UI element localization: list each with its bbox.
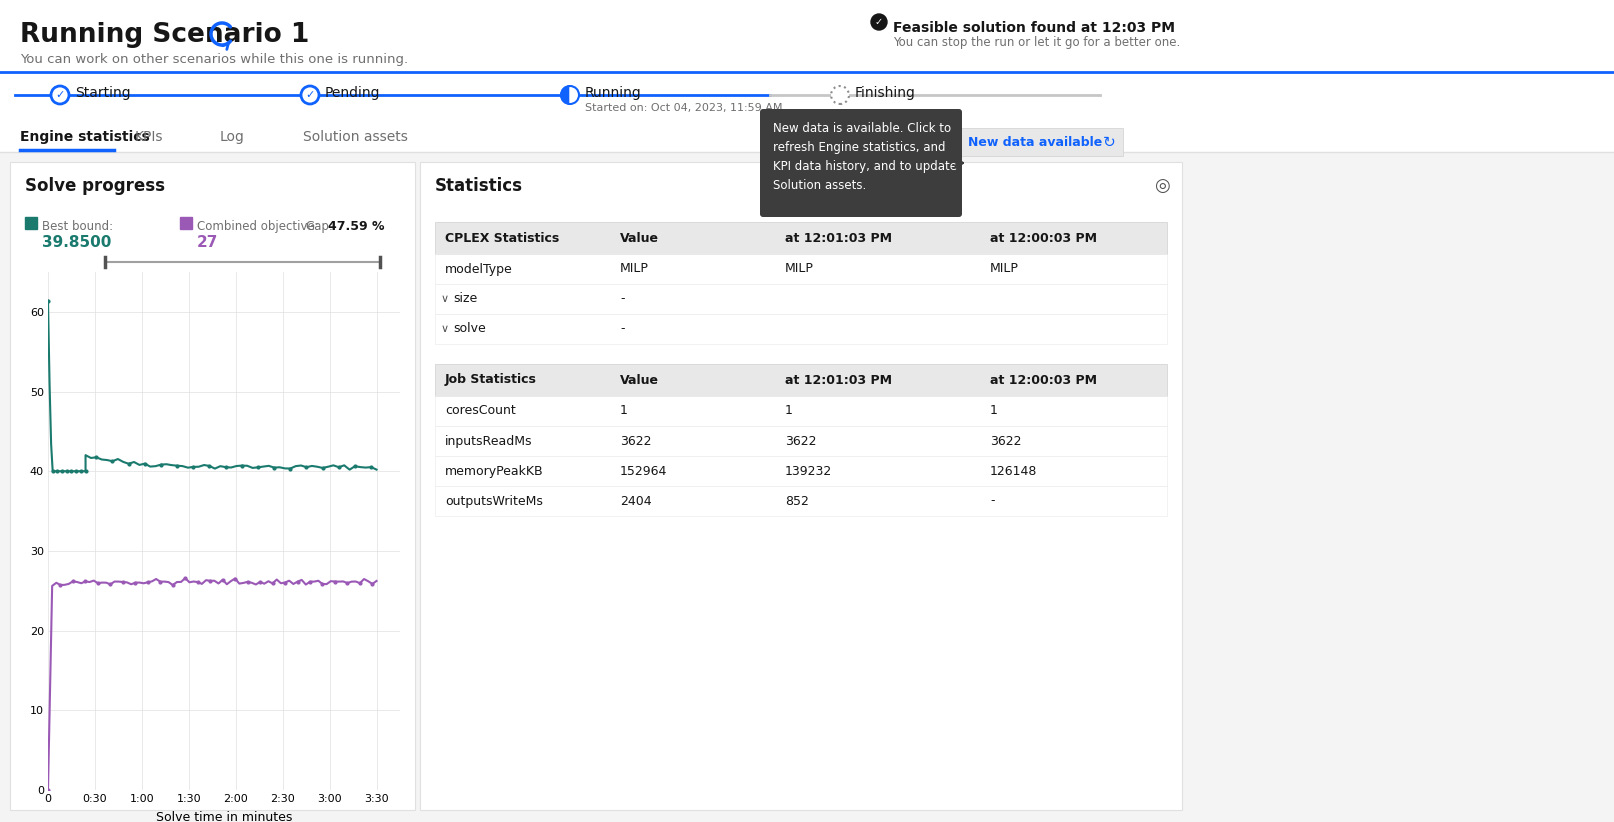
Text: ✓: ✓ [305,90,315,100]
Text: KPIs: KPIs [136,130,163,144]
Text: 27: 27 [197,235,218,250]
Text: 39.8500: 39.8500 [42,235,111,250]
Text: Feasible solution found at 12:03 PM: Feasible solution found at 12:03 PM [893,21,1175,35]
Text: Statistics: Statistics [434,177,523,195]
Text: modelType: modelType [445,262,512,275]
Text: Gap:: Gap: [305,220,332,233]
Text: -: - [620,293,625,306]
Bar [434,396,1167,426]
Text: New data is available. Click to
refresh Engine statistics, and
KPI data history,: New data is available. Click to refresh … [773,122,957,192]
Bar [434,426,1167,456]
FancyBboxPatch shape [10,162,415,810]
Text: MILP: MILP [620,262,649,275]
Text: inputsReadMs: inputsReadMs [445,435,533,447]
FancyBboxPatch shape [760,109,962,217]
Text: Started on: Oct 04, 2023, 11:59 AM: Started on: Oct 04, 2023, 11:59 AM [584,103,783,113]
Bar [434,486,1167,516]
Bar [434,222,1167,254]
Text: size: size [452,293,478,306]
Text: 3622: 3622 [620,435,650,447]
Text: at 12:00:03 PM: at 12:00:03 PM [989,232,1096,244]
Text: Solve progress: Solve progress [24,177,165,195]
Circle shape [870,14,886,30]
FancyBboxPatch shape [420,162,1181,810]
Text: Finishing: Finishing [854,86,915,100]
X-axis label: Solve time in minutes: Solve time in minutes [155,811,292,822]
Text: You can stop the run or let it go for a better one.: You can stop the run or let it go for a … [893,36,1180,49]
Text: 139232: 139232 [784,464,831,478]
Text: 3622: 3622 [989,435,1022,447]
Bar [0,152,1614,822]
Wedge shape [570,86,579,104]
Text: CPLEX Statistics: CPLEX Statistics [445,232,558,244]
Text: MILP: MILP [989,262,1018,275]
Text: Pending: Pending [324,86,381,100]
Text: Running Scenario 1: Running Scenario 1 [19,22,310,48]
Text: outputsWriteMs: outputsWriteMs [445,495,542,507]
Text: MILP: MILP [784,262,813,275]
Text: at 12:01:03 PM: at 12:01:03 PM [784,373,891,386]
Bar [24,217,37,229]
Text: 1: 1 [784,404,792,418]
Text: 1: 1 [620,404,628,418]
Bar [434,314,1167,344]
Bar [957,128,1122,156]
Text: Job Statistics: Job Statistics [445,373,536,386]
Text: 852: 852 [784,495,809,507]
Text: Best bound:: Best bound: [42,220,113,233]
Text: Value: Value [620,373,659,386]
Text: ◎: ◎ [1154,177,1169,195]
Text: at 12:01:03 PM: at 12:01:03 PM [784,232,891,244]
Text: Value: Value [620,232,659,244]
Text: Log: Log [220,130,245,144]
Text: You can work on other scenarios while this one is running.: You can work on other scenarios while th… [19,53,408,66]
Text: 2404: 2404 [620,495,650,507]
Text: ✓: ✓ [875,17,883,27]
Bar [434,284,1167,314]
Text: ↻: ↻ [1102,135,1115,150]
Text: Starting: Starting [74,86,131,100]
Bar [434,364,1167,396]
Text: New data available: New data available [967,136,1102,149]
Text: 3622: 3622 [784,435,817,447]
Text: memoryPeakKB: memoryPeakKB [445,464,544,478]
Text: ∨: ∨ [441,324,449,334]
Text: Running: Running [584,86,641,100]
Text: solve: solve [452,322,486,335]
Text: at 12:00:03 PM: at 12:00:03 PM [989,373,1096,386]
Text: 47.59 %: 47.59 % [328,220,384,233]
Text: ∨: ∨ [441,294,449,304]
Text: Engine statistics: Engine statistics [19,130,150,144]
Circle shape [300,86,320,104]
Text: ✓: ✓ [55,90,65,100]
Text: Solution assets: Solution assets [303,130,408,144]
Text: 1: 1 [989,404,997,418]
Text: 152964: 152964 [620,464,667,478]
Text: Combined objective:: Combined objective: [197,220,318,233]
Wedge shape [560,86,570,104]
Text: 126148: 126148 [989,464,1036,478]
Text: coresCount: coresCount [445,404,515,418]
Text: -: - [989,495,994,507]
Text: -: - [620,322,625,335]
Bar [179,217,192,229]
Bar [434,456,1167,486]
Circle shape [52,86,69,104]
Circle shape [831,86,849,104]
Bar [434,254,1167,284]
